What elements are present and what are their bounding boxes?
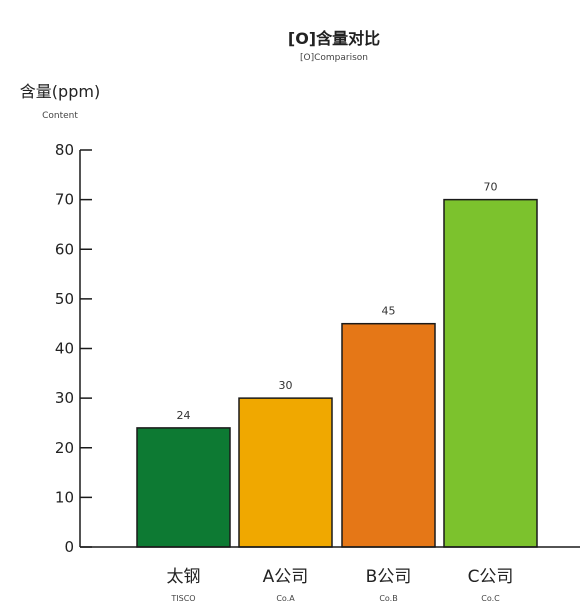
y-tick-label: 60 xyxy=(55,240,74,258)
x-tick-label-sub: TISCO xyxy=(170,594,195,603)
y-tick-label: 40 xyxy=(55,340,74,358)
bar-coc xyxy=(443,198,538,548)
y-tick-label: 0 xyxy=(64,538,74,556)
x-tick-label: 太钢 xyxy=(167,567,201,587)
x-tick-label: A公司 xyxy=(263,567,309,587)
x-tick-label: C公司 xyxy=(468,567,514,587)
x-tick-label-sub: Co.A xyxy=(276,594,295,603)
bar-coa xyxy=(238,397,333,548)
bar-tisco xyxy=(136,427,231,548)
y-axis-label: 含量(ppm) xyxy=(20,82,100,101)
y-tick-label: 10 xyxy=(55,488,74,506)
bar-cob xyxy=(341,322,436,548)
chart-title: [O]含量对比 xyxy=(288,29,380,48)
x-tick-label-sub: Co.B xyxy=(379,594,397,603)
bar-value-label: 30 xyxy=(279,379,293,392)
bar-value-label: 24 xyxy=(177,409,191,422)
y-axis-label-sub: Content xyxy=(42,111,78,121)
y-tick-label: 80 xyxy=(55,141,74,159)
chart-subtitle: [O]Comparison xyxy=(300,53,368,63)
y-tick-label: 70 xyxy=(55,191,74,209)
y-tick-label: 30 xyxy=(55,389,74,407)
y-tick-label: 20 xyxy=(55,439,74,457)
bar-value-label: 45 xyxy=(382,305,396,318)
x-tick-label-sub: Co.C xyxy=(481,594,500,603)
bar-value-label: 70 xyxy=(484,181,498,194)
x-tick-label: B公司 xyxy=(366,567,412,587)
y-tick-label: 50 xyxy=(55,290,74,308)
